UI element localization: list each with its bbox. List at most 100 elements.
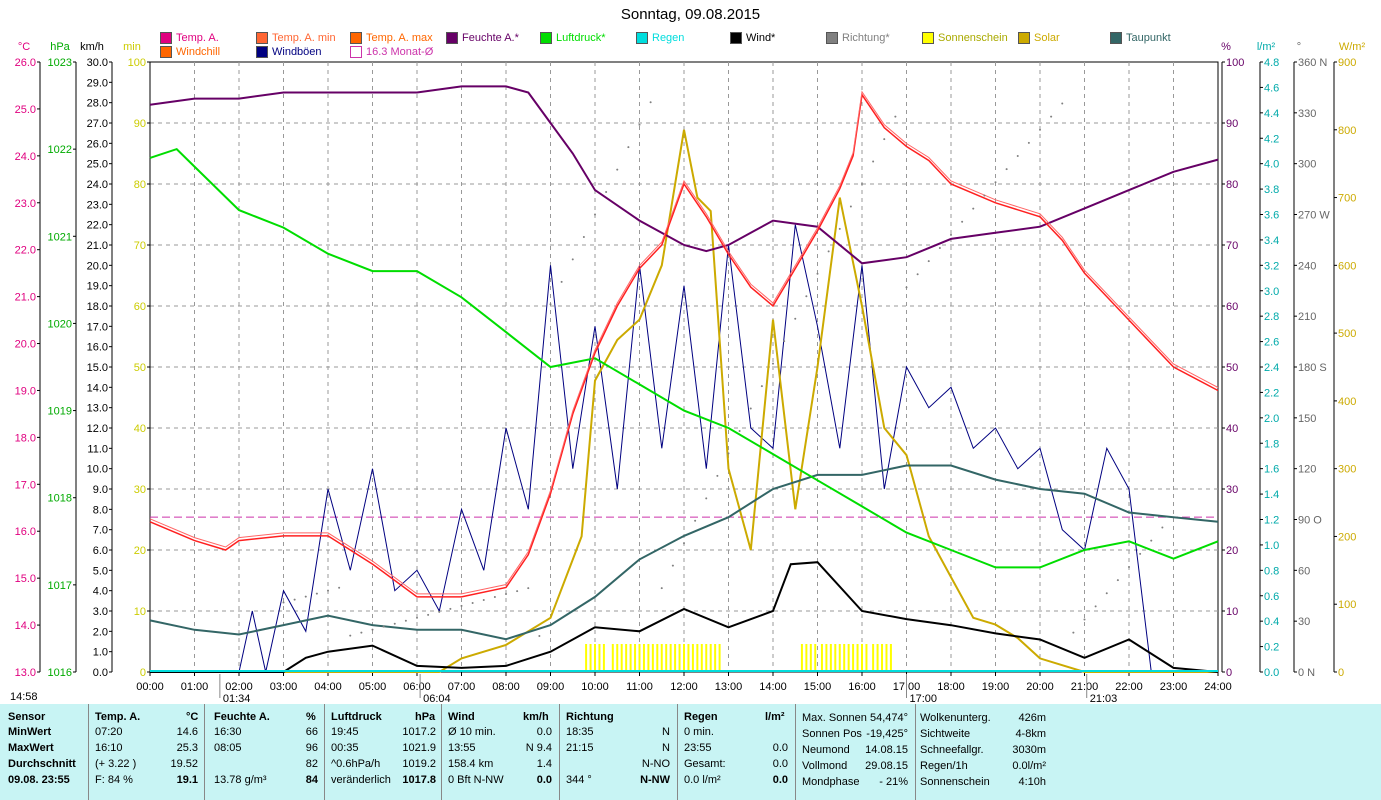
humidity_pct-tick-label: 0 [1226,667,1232,679]
solar_wm2-tick-label: 500 [1338,328,1356,340]
humidity_pct-tick-label: 50 [1226,362,1238,374]
pressure_hpa-tick-label: 1017 [48,580,72,592]
chart-title: Sonntag, 09.08.2015 [620,6,761,23]
astro-label: Wolkenunterg. [920,712,991,724]
weather-chart: 00:00 01:00 02:00 03:00 04:00 05:00 06:00 07:00… [10,41,1366,704]
direction-point [582,235,585,238]
direction-point [827,250,830,253]
temp_c-tick-label: 26.0 [15,57,36,69]
x-tick-label: 04:00 [314,681,342,693]
press-time: ^0.6hPa/h [331,758,381,770]
legend-swatch [826,32,838,44]
astro-value: - 21% [879,776,908,788]
rain_lm2-tick-label: 3.4 [1264,235,1279,247]
direction-point [594,213,596,216]
temp-time: (+ 3.22 ) [95,758,137,770]
x-tick-label: 16:00 [848,681,876,693]
solar_wm2-axis-title: W/m² [1339,41,1366,53]
temp_c-tick-label: 13.0 [15,667,36,679]
x-tick-label: 21:00 [1071,681,1099,693]
direction-point [1150,539,1153,542]
temp_c-tick-label: 17.0 [15,479,36,491]
legend-label: Solar [1034,32,1060,44]
rain-value: 0.0 [772,742,788,754]
direction-point [304,595,307,598]
legend-item: Regen [636,32,684,44]
wind-value: 1.4 [536,758,552,770]
legend: Temp. A. Temp. A. min Temp. A. max Feuchte … [0,0,1381,60]
direction-point [1005,168,1008,171]
direction-point [1105,592,1108,595]
dir-value: N-NO [641,758,670,770]
rain_lm2-tick-label: 0.2 [1264,642,1279,654]
legend-swatch [160,32,172,44]
series-taupunkt [149,464,1219,641]
solar_wm2-tick-label: 700 [1338,193,1356,205]
pressure_hpa-tick-label: 1016 [48,667,72,679]
humidity_pct-tick-label: 10 [1226,606,1238,618]
rain_lm2-tick-label: 4.0 [1264,159,1279,171]
moonrise-label: 17:00 [910,693,938,704]
rain-label: Gesamt: [684,758,726,770]
legend-label: Taupunkt [1126,32,1171,44]
dir-time: 344 ° [566,774,592,786]
legend-item: Wind* [730,32,775,44]
hdr-wind-unit: km/h [523,711,549,723]
direction-point [1083,618,1086,621]
sunshine_min-tick-label: 20 [134,545,146,557]
direction-point [1094,605,1097,608]
temp-value: 14.6 [176,726,198,738]
rain_lm2-tick-label: 1.4 [1264,489,1279,501]
rain_lm2-tick-label: 1.6 [1264,464,1279,476]
x-tick-label: 10:00 [581,681,609,693]
wind_kmh-tick-label: 18.0 [87,301,108,313]
direction-point [482,598,485,601]
direction-point [293,598,296,601]
row-label: MaxWert [8,742,54,754]
dir-value: N [662,742,670,754]
x-tick-label: 15:00 [804,681,832,693]
humidity_pct-tick-label: 70 [1226,240,1238,252]
legend-swatch [540,32,552,44]
rain_lm2-tick-label: 2.8 [1264,311,1279,323]
rain_lm2-tick-label: 0.4 [1264,616,1279,628]
wind_kmh-tick-label: 17.0 [87,321,108,333]
wind_kmh-tick-label: 29.0 [87,77,108,89]
series-windben [150,224,1218,673]
hum-time: 13.78 g/m³ [214,774,267,786]
legend-label: Temp. A. min [272,32,336,44]
wind_kmh-tick-label: 24.0 [87,179,108,191]
temp_c-tick-label: 22.0 [15,245,36,257]
temp_c-tick-label: 23.0 [15,198,36,210]
x-tick-label: 12:00 [670,681,698,693]
legend-label: 16.3 Monat-Ø [366,46,434,58]
wind-label: 13:55 [448,742,476,754]
direction_deg-tick-label: 90 O [1298,515,1322,527]
temp_c-tick-label: 19.0 [15,385,36,397]
pressure_hpa-tick-label: 1020 [48,318,72,330]
x-tick-label: 03:00 [270,681,298,693]
direction-point [749,407,752,410]
rain_lm2-tick-label: 1.8 [1264,438,1279,450]
wind_kmh-tick-label: 10.0 [87,464,108,476]
hum-value: 84 [305,774,318,786]
legend-swatch [1110,32,1122,44]
direction-point [605,191,608,194]
humidity_pct-axis-title: % [1221,41,1231,53]
direction-point [849,205,852,208]
direction-point [493,596,496,599]
direction-point [327,589,329,592]
wind_kmh-tick-label: 14.0 [87,382,108,394]
legend-item: Feuchte A.* [446,32,519,44]
rain_lm2-tick-label: 4.6 [1264,82,1279,94]
sunshine_min-tick-label: 90 [134,118,146,130]
direction-point [961,220,964,223]
x-tick-label: 19:00 [982,681,1010,693]
temp-value: 19.1 [176,774,198,786]
legend-item: Temp. A. [160,32,219,44]
direction-point [772,362,774,365]
hum-time: 08:05 [214,742,242,754]
rain-label: 0.0 l/m² [684,774,721,786]
dir-value: N-NW [640,774,670,786]
direction-point [438,610,441,613]
